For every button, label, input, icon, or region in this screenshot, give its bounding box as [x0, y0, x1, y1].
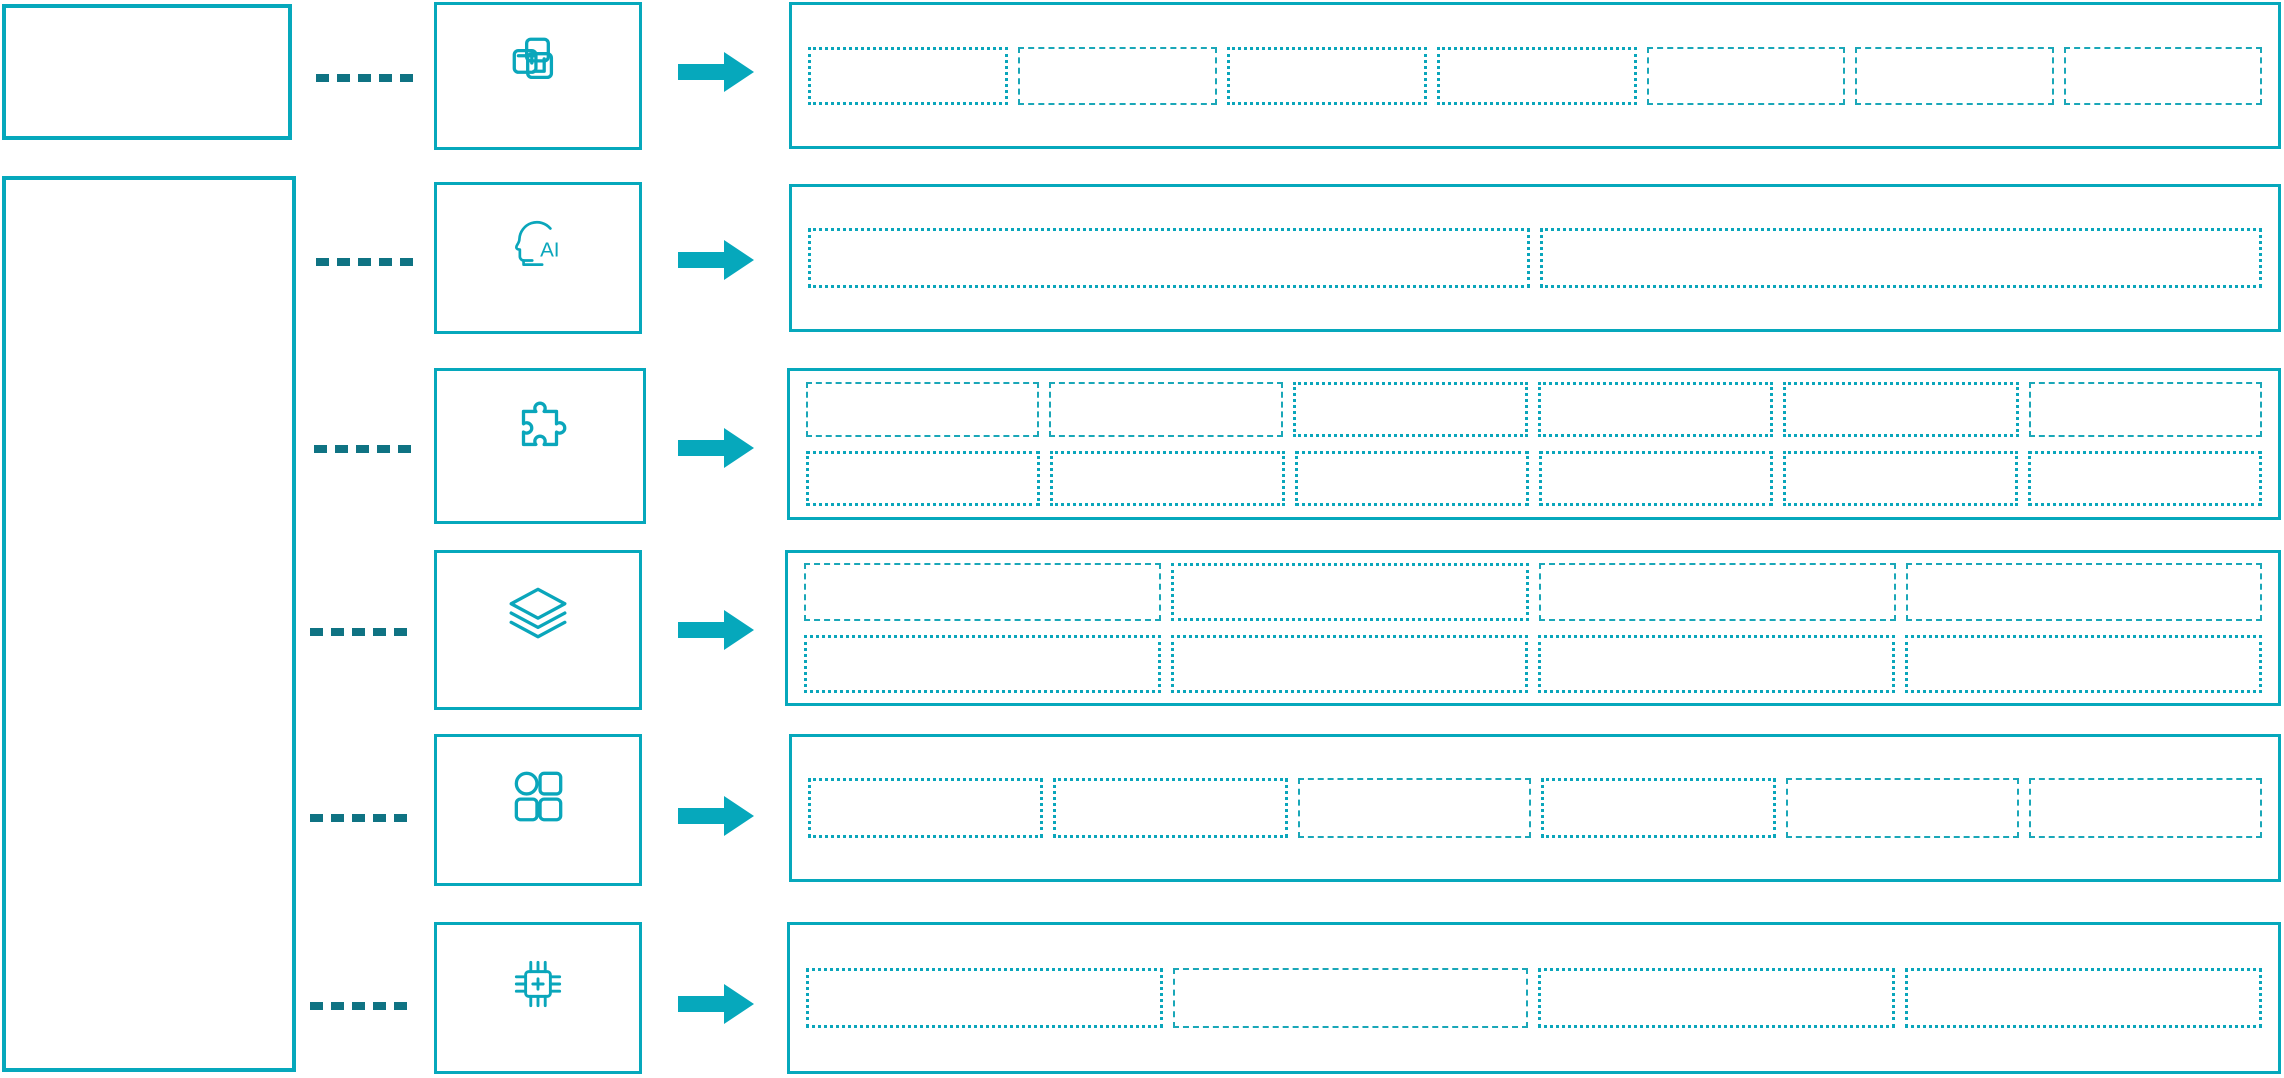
right-arrow-icon-1 [676, 48, 756, 96]
placeholder-slot[interactable] [1018, 46, 1217, 105]
slot-row [806, 451, 2262, 506]
placeholder-slot[interactable] [808, 228, 1530, 288]
slot-row [808, 778, 2262, 838]
sidebar-top-box[interactable] [2, 4, 292, 140]
placeholder-slot[interactable] [1905, 635, 2262, 693]
dashed-connector-6 [310, 1002, 408, 1010]
placeholder-slot[interactable] [1049, 382, 1283, 437]
placeholder-slot[interactable] [808, 778, 1043, 838]
placeholder-slot[interactable] [1537, 382, 1774, 437]
right-arrow-icon-4 [676, 606, 756, 654]
slot-row [804, 635, 2262, 693]
placeholder-slot[interactable] [1783, 382, 2019, 437]
placeholder-slot[interactable] [1292, 382, 1528, 437]
ai-head-icon: AI [505, 211, 571, 277]
placeholder-slot[interactable] [1436, 46, 1638, 105]
placeholder-slot[interactable] [1855, 46, 2054, 105]
placeholder-slot[interactable] [1538, 635, 1895, 693]
content-panel-6[interactable] [787, 922, 2281, 1074]
dashed-connector-4 [310, 628, 408, 636]
content-panel-2[interactable] [789, 184, 2281, 332]
placeholder-slot[interactable] [1647, 46, 1846, 105]
chip-plus-icon [505, 951, 571, 1017]
placeholder-slot[interactable] [2027, 451, 2262, 506]
placeholder-slot[interactable] [1173, 968, 1528, 1028]
dashed-connector-1 [316, 74, 414, 82]
icon-card-puzzle-piece[interactable] [434, 368, 646, 524]
puzzle-piece-icon [507, 397, 573, 463]
right-arrow-icon-2 [676, 236, 756, 284]
placeholder-slot[interactable] [1294, 451, 1529, 506]
right-arrow-icon-6 [676, 980, 756, 1028]
placeholder-slot[interactable] [1540, 228, 2262, 288]
placeholder-slot[interactable] [804, 563, 1161, 621]
right-arrow-icon-5 [676, 792, 756, 840]
content-panel-4[interactable] [785, 550, 2281, 706]
app-grid-icon [505, 763, 571, 829]
placeholder-slot[interactable] [1905, 563, 2262, 621]
content-panel-1[interactable] [789, 2, 2281, 149]
right-arrow-icon-3 [676, 424, 756, 472]
placeholder-slot[interactable] [1539, 563, 1896, 621]
slot-row [808, 228, 2262, 288]
placeholder-slot[interactable] [1541, 778, 1776, 838]
placeholder-slot[interactable] [1053, 778, 1288, 838]
icon-card-layers-stack[interactable] [434, 550, 642, 710]
placeholder-slot[interactable] [2063, 46, 2262, 105]
sidebar-main-box[interactable] [2, 176, 296, 1072]
placeholder-slot[interactable] [2028, 382, 2262, 437]
placeholder-slot[interactable] [1786, 778, 2019, 838]
placeholder-slot[interactable] [806, 451, 1041, 506]
content-panel-5[interactable] [789, 734, 2281, 882]
icon-card-app-grid[interactable] [434, 734, 642, 886]
icon-card-chip-plus[interactable] [434, 922, 642, 1074]
slot-row [804, 563, 2262, 621]
placeholder-slot[interactable] [1171, 635, 1528, 693]
overlapping-windows-icon [505, 31, 571, 97]
placeholder-slot[interactable] [806, 968, 1163, 1028]
layers-stack-icon [505, 579, 571, 645]
content-panel-3[interactable] [787, 368, 2281, 520]
dashed-connector-3 [314, 445, 412, 453]
placeholder-slot[interactable] [1538, 451, 1774, 506]
dashed-connector-5 [310, 814, 408, 822]
placeholder-slot[interactable] [1050, 451, 1285, 506]
dashed-connector-2 [316, 258, 414, 266]
placeholder-slot[interactable] [2029, 778, 2262, 838]
slot-row [806, 382, 2262, 437]
placeholder-slot[interactable] [1783, 451, 2018, 506]
icon-card-overlapping-windows[interactable] [434, 2, 642, 150]
placeholder-slot[interactable] [806, 382, 1040, 437]
placeholder-slot[interactable] [804, 635, 1161, 693]
placeholder-slot[interactable] [1298, 778, 1531, 838]
icon-card-ai-head[interactable]: AI [434, 182, 642, 334]
placeholder-slot[interactable] [1226, 46, 1427, 105]
slot-row [806, 968, 2262, 1028]
svg-text:AI: AI [540, 238, 559, 261]
slot-row [808, 46, 2262, 105]
placeholder-slot[interactable] [1170, 563, 1529, 621]
placeholder-slot[interactable] [1905, 968, 2262, 1028]
placeholder-slot[interactable] [808, 46, 1009, 105]
placeholder-slot[interactable] [1538, 968, 1895, 1028]
